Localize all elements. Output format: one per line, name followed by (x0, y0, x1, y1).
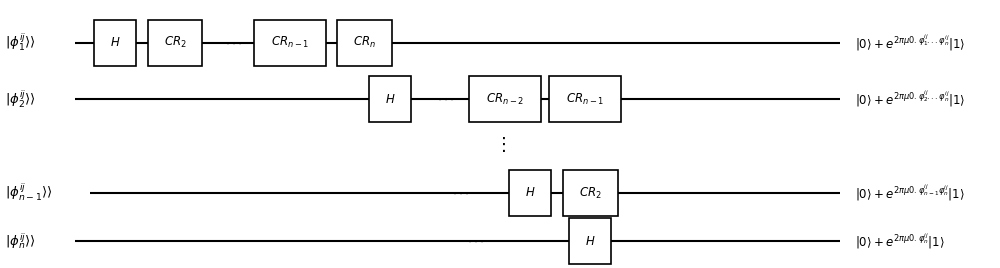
Text: $H$: $H$ (585, 235, 595, 248)
FancyBboxPatch shape (254, 20, 326, 66)
Text: $CR_2$: $CR_2$ (579, 185, 601, 200)
Text: $|0\rangle+e^{2\pi\mu 0.\varphi_n^{ij}}|1\rangle$: $|0\rangle+e^{2\pi\mu 0.\varphi_n^{ij}}|… (855, 232, 945, 251)
Text: $CR_2$: $CR_2$ (164, 35, 186, 50)
Text: $\cdots$: $\cdots$ (436, 90, 454, 108)
Text: $|\phi_2^{ij}\rangle\rangle$: $|\phi_2^{ij}\rangle\rangle$ (5, 89, 36, 110)
FancyBboxPatch shape (562, 170, 618, 216)
FancyBboxPatch shape (469, 76, 541, 122)
FancyBboxPatch shape (369, 76, 411, 122)
Text: $|\phi_n^{ij}\rangle\rangle$: $|\phi_n^{ij}\rangle\rangle$ (5, 231, 36, 251)
Text: $CR_n$: $CR_n$ (353, 35, 377, 50)
Text: $|0\rangle+e^{2\pi\mu 0.\varphi_2^{ij}\!...\varphi_n^{ij}}|1\rangle$: $|0\rangle+e^{2\pi\mu 0.\varphi_2^{ij}\!… (855, 89, 965, 109)
Text: $CR_{n-2}$: $CR_{n-2}$ (486, 92, 524, 107)
Text: $H$: $H$ (385, 93, 395, 106)
Text: $\cdots$: $\cdots$ (466, 232, 484, 250)
Text: $|\phi_{n-1}^{ij}\rangle\rangle$: $|\phi_{n-1}^{ij}\rangle\rangle$ (5, 183, 53, 203)
FancyBboxPatch shape (148, 20, 202, 66)
Text: $\cdots$: $\cdots$ (224, 34, 242, 52)
Text: $|0\rangle+e^{2\pi\mu 0.\varphi_{n-1}^{ij}\varphi_n^{ij}}|1\rangle$: $|0\rangle+e^{2\pi\mu 0.\varphi_{n-1}^{i… (855, 183, 965, 203)
Text: $\vdots$: $\vdots$ (494, 135, 506, 154)
Text: $\cdots$: $\cdots$ (451, 184, 469, 202)
Text: $CR_{n-1}$: $CR_{n-1}$ (566, 92, 604, 107)
Text: $H$: $H$ (110, 36, 120, 49)
FancyBboxPatch shape (509, 170, 551, 216)
Text: $CR_{n-1}$: $CR_{n-1}$ (271, 35, 309, 50)
Text: $H$: $H$ (525, 187, 535, 199)
Text: $|0\rangle+e^{2\pi\mu 0.\varphi_1^{ij}\!...\varphi_n^{ij}}|1\rangle$: $|0\rangle+e^{2\pi\mu 0.\varphi_1^{ij}\!… (855, 33, 965, 53)
FancyBboxPatch shape (337, 20, 392, 66)
FancyBboxPatch shape (569, 218, 611, 264)
FancyBboxPatch shape (94, 20, 136, 66)
Text: $|\phi_1^{ij}\rangle\rangle$: $|\phi_1^{ij}\rangle\rangle$ (5, 32, 36, 53)
FancyBboxPatch shape (549, 76, 621, 122)
